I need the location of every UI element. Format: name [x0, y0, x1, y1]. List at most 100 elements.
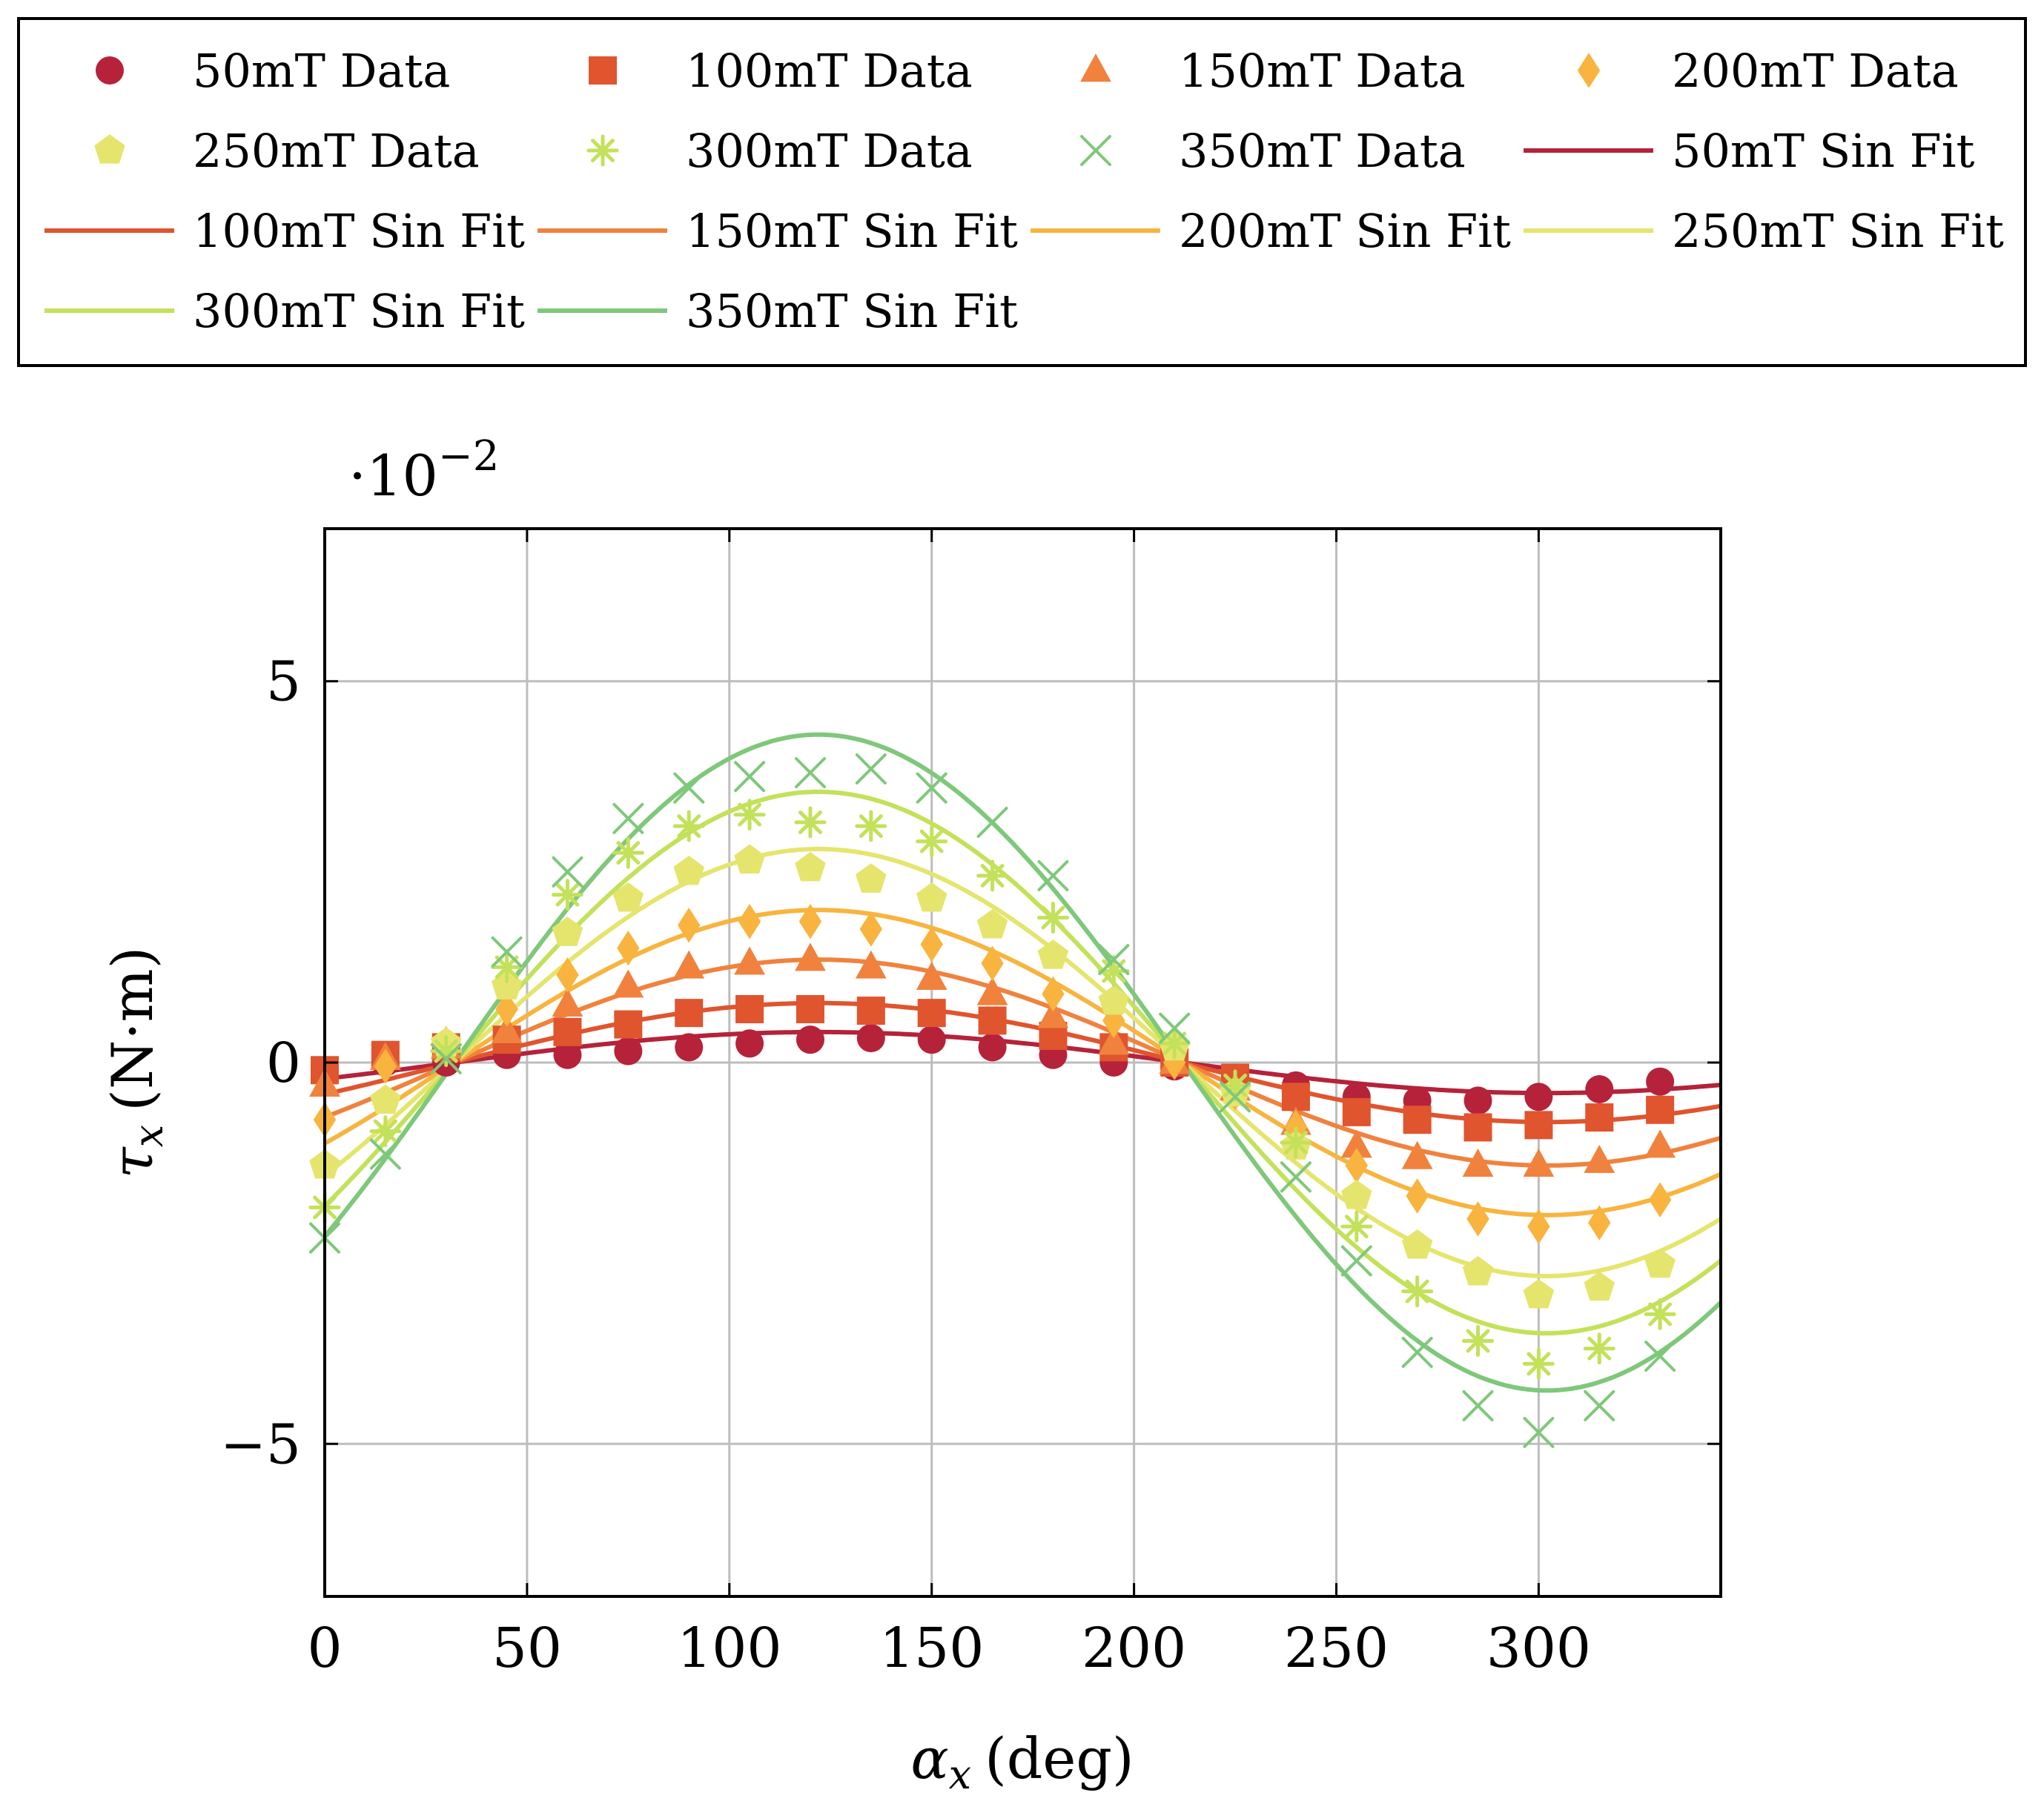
data-point [1646, 1095, 1675, 1124]
legend-swatch [1577, 53, 1601, 88]
data-point [430, 1043, 462, 1074]
legend-label: 100mT Sin Fit [193, 204, 525, 258]
data-point [976, 807, 1008, 838]
legend-label: 350mT Sin Fit [686, 284, 1018, 338]
data-point [551, 879, 583, 911]
data-point [612, 836, 644, 869]
y-tick-label: 5 [266, 650, 301, 714]
data-point [1648, 1182, 1672, 1218]
data-point [1462, 1256, 1494, 1286]
legend-entry: 200mT Data [1577, 44, 1959, 98]
data-point [1462, 1324, 1495, 1357]
data-point [1585, 1103, 1614, 1132]
data-point [370, 1084, 401, 1114]
data-point [1345, 1148, 1368, 1183]
data-point [614, 1010, 643, 1039]
data-point [1340, 1129, 1372, 1158]
data-point [1098, 944, 1130, 976]
data-point [1340, 1210, 1373, 1243]
data-point [978, 1006, 1007, 1035]
data-point [552, 988, 583, 1017]
fit-line [323, 789, 1722, 1336]
data-markers [308, 753, 1676, 1448]
data-point [1401, 1275, 1434, 1308]
data-point [553, 1040, 582, 1069]
data-point [1462, 1390, 1494, 1421]
data-point [1406, 1178, 1429, 1214]
data-point [1159, 1012, 1191, 1044]
y-multiplier-base: ·10 [348, 443, 438, 509]
data-point [673, 950, 705, 979]
y-axis-label: τx(N·m) [99, 947, 172, 1179]
legend-label: 200mT Sin Fit [1179, 204, 1511, 258]
legend-entry: 50mT Data [96, 44, 450, 98]
legend-label: 50mT Sin Fit [1672, 124, 1975, 178]
data-point [1463, 1113, 1492, 1142]
data-point [675, 1033, 704, 1062]
data-point [1588, 1205, 1611, 1241]
data-point [1523, 1149, 1555, 1177]
data-point [976, 859, 1009, 892]
data-point [1340, 1245, 1372, 1277]
data-point [1646, 1067, 1675, 1096]
legend: 50mT Data 100mT Data 150mT Data 200mT Data 2… [44, 44, 2004, 338]
data-point [1037, 860, 1069, 891]
legend-label: 200mT Data [1672, 44, 1959, 98]
data-point [1524, 1083, 1553, 1111]
legend-entry: 350mT Sin Fit [538, 284, 1018, 338]
data-point [1585, 1075, 1614, 1103]
data-point [553, 1017, 582, 1046]
data-point [916, 825, 948, 858]
legend-entry: 150mT Sin Fit [538, 204, 1018, 258]
data-point [981, 945, 1004, 982]
data-point [1098, 1026, 1130, 1055]
x-tick-label: 100 [677, 1616, 781, 1680]
data-point [916, 772, 947, 804]
data-point [1584, 1144, 1615, 1173]
data-point [738, 903, 761, 939]
legend-swatch [1080, 53, 1111, 82]
fit-line [323, 908, 1722, 1218]
data-point [1463, 1086, 1492, 1115]
legend-entry: 100mT Data [589, 44, 973, 98]
data-point [856, 863, 887, 893]
data-point [1042, 976, 1065, 1012]
legend-swatch [586, 134, 619, 167]
data-point [1341, 1180, 1372, 1209]
data-point [794, 757, 826, 789]
data-point [495, 991, 518, 1027]
legend-label: 100mT Data [686, 44, 973, 98]
data-point [856, 997, 885, 1025]
data-point [1098, 985, 1130, 1015]
legend-entry: 350mT Data [1080, 124, 1466, 178]
data-point [1462, 1149, 1494, 1177]
data-point [1036, 902, 1069, 934]
fit-line [323, 732, 1723, 1393]
legend-entry: 200mT Sin Fit [1031, 204, 1511, 258]
data-point [855, 810, 887, 842]
data-point [491, 936, 523, 968]
data-point [491, 951, 523, 983]
data-point [734, 761, 766, 793]
legend-swatch [589, 56, 617, 85]
data-point [369, 1115, 402, 1148]
data-point [733, 799, 766, 831]
y-tick-label: 0 [266, 1031, 301, 1095]
data-point [614, 1037, 643, 1066]
data-point [856, 1024, 885, 1053]
data-point [798, 903, 822, 939]
data-point [1644, 1298, 1676, 1330]
data-point [369, 1138, 401, 1170]
legend-swatch [96, 56, 124, 85]
data-point [1280, 1126, 1312, 1159]
data-point [1527, 1209, 1550, 1244]
grid [325, 529, 1721, 1596]
data-point [1644, 1341, 1676, 1372]
legend-label: 150mT Data [1179, 44, 1466, 98]
data-point [1158, 1027, 1191, 1060]
data-point [978, 1033, 1007, 1062]
data-point [612, 802, 644, 834]
data-point [1220, 1081, 1251, 1113]
legend-swatch [1080, 135, 1111, 166]
legend-label: 300mT Data [686, 124, 973, 178]
